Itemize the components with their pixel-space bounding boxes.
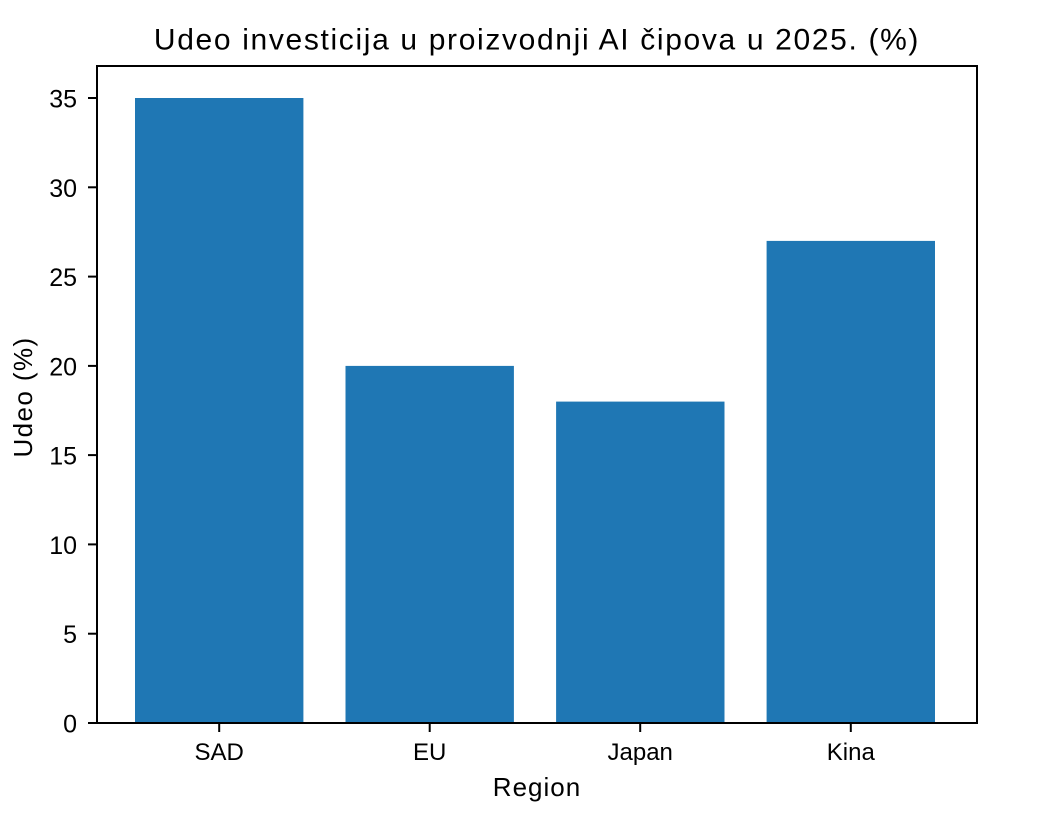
svg-text:Japan: Japan: [608, 739, 673, 766]
svg-text:0: 0: [63, 711, 77, 739]
svg-text:10: 10: [49, 532, 77, 560]
svg-text:25: 25: [49, 264, 77, 292]
svg-text:Udeo (%): Udeo (%): [8, 336, 38, 457]
svg-text:5: 5: [63, 621, 77, 649]
svg-text:20: 20: [49, 353, 77, 381]
svg-text:Region: Region: [493, 772, 581, 802]
svg-text:SAD: SAD: [195, 739, 244, 766]
svg-text:30: 30: [49, 175, 77, 203]
svg-text:35: 35: [49, 86, 77, 114]
svg-text:Kina: Kina: [827, 739, 876, 766]
svg-text:EU: EU: [413, 739, 446, 766]
svg-text:15: 15: [49, 443, 77, 471]
svg-text:Udeo investicija u proizvodnji: Udeo investicija u proizvodnji AI čipova…: [154, 24, 920, 57]
